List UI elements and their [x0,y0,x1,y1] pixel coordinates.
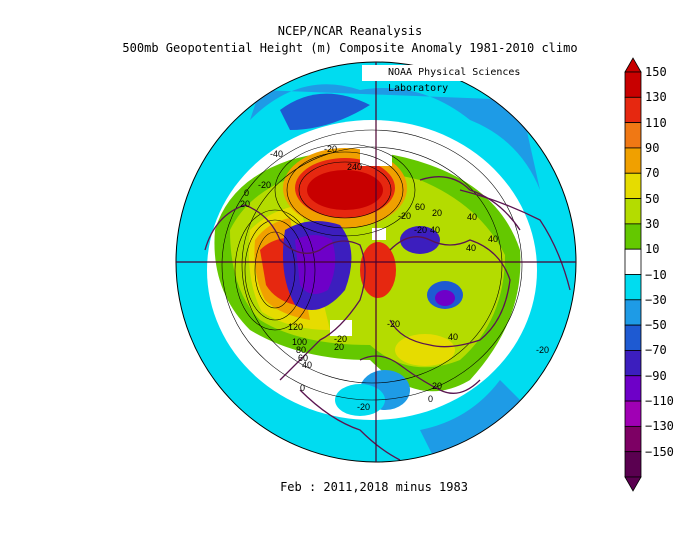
contour-label: 240 [347,162,362,172]
colorbar-swatch [624,96,642,124]
contour-label: 100 [292,337,307,347]
contour-label: -20 [324,144,337,154]
contour-label: 40 [430,225,440,235]
contour-label: 40 [302,360,312,370]
colorbar-swatch [624,324,642,351]
contour-label: 40 [488,234,498,244]
colorbar-tick-label: 90 [645,140,660,155]
colorbar-swatch [624,223,642,250]
contour-label: -20 [536,345,549,355]
contour-label: 0 [244,188,249,198]
colorbar-swatch [624,375,642,402]
contour-label: 40 [467,212,477,222]
colorbar-swatch [624,198,642,225]
colorbar-tick-label: −50 [645,318,667,333]
colorbar-tick-label: −30 [645,292,667,307]
contour-label: 40 [466,243,476,253]
contour-lines [221,129,523,401]
colorbar-swatch [624,274,642,301]
colorbar-tick-label: −10 [645,267,667,282]
contour-label: 0 [300,383,305,393]
colorbar-swatch [624,172,642,199]
colorbar-swatch [624,425,642,453]
colorbar-swatch [624,122,642,149]
colorbar-swatch [624,71,642,98]
contour-label: 20 [334,342,344,352]
contour-label: -40 [270,149,283,159]
colorbar-tick-label: −130 [645,419,674,434]
contour-label: -20 [387,319,400,329]
colorbar-tick-label: 10 [645,242,660,257]
colorbar-tick-label: 30 [645,216,660,231]
colorbar-tick-label: −70 [645,343,667,358]
coastlines [204,176,571,461]
colorbar-swatch [624,248,642,275]
colorbar-tick-label: 130 [645,90,667,105]
contour-label: -20 [334,334,347,344]
colorbar-swatch [624,299,642,326]
colorbar-swatch [624,147,642,174]
credit-label: NOAA Physical Sciences Laboratory [362,65,584,94]
contour-label: -20 [357,402,370,412]
contour-label: 40 [448,332,458,342]
contour-label-group: -40 -20 0 20 60 20 40 40 -20 -20 40 120 … [240,144,549,412]
contour-label: 20 [432,208,442,218]
colorbar-tick-label: −110 [645,394,674,409]
map-title: NCEP/NCAR Reanalysis [277,24,423,38]
contour-label: 20 [432,381,442,391]
contour-label: 60 [298,353,308,363]
contour-label: -20 [398,211,411,221]
colorbar-tick-label: 110 [645,115,667,130]
contour-label: 20 [240,199,250,209]
colorbar-swatch [624,451,642,478]
colorbar-tick-label: 50 [645,191,660,206]
colorbar-tick-label: 150 [645,65,667,79]
contour-label: 0 [428,394,433,404]
date-caption: Feb : 2011,2018 minus 1983 [280,480,468,494]
colorbar-swatch [624,350,642,377]
colorbar-tick-label: −90 [645,368,667,383]
colorbar-tick-label: −150 [645,444,674,459]
contour-label: -20 [258,180,271,190]
contour-label: 120 [288,322,303,332]
map-subtitle: 500mb Geopotential Height (m) Composite … [122,41,578,55]
colorbar-swatch [624,400,642,427]
contour-label: 80 [296,345,306,355]
colorbar-bottom-arrow [624,476,642,492]
contour-label: 60 [415,202,425,212]
contour-label: -20 [414,225,427,235]
colorbar-top-arrow [624,57,642,73]
colorbar-tick-label: 70 [645,166,660,181]
